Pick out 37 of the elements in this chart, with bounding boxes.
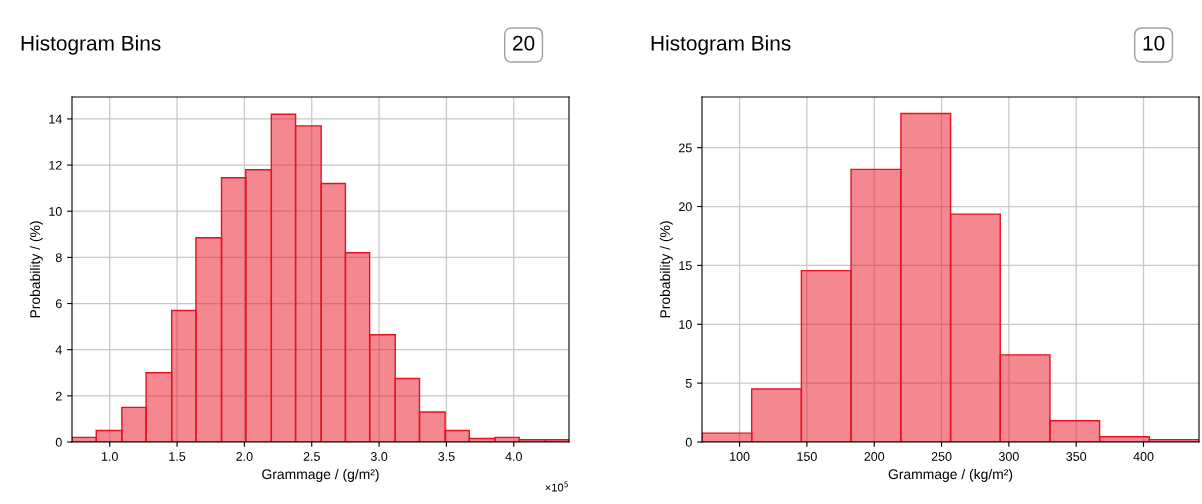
x-tick-label: 350 [1066, 452, 1087, 461]
x-tick-label: 300 [998, 452, 1019, 461]
x-tick-label: 2.0 [236, 452, 253, 461]
y-tick-label: 10 [679, 320, 692, 329]
text: ×10$^{5}$ [545, 481, 568, 492]
y-tick-label: 8 [55, 253, 62, 263]
x-tick-label: 1.0 [101, 452, 118, 461]
text: 10 [1143, 35, 1165, 51]
y-tick-label: 0 [685, 437, 692, 447]
y-tick-label: 12 [49, 160, 62, 170]
x-tick-label: 250 [931, 452, 952, 461]
y-tick-label: 14 [49, 114, 62, 124]
y-tick-label: 6 [55, 299, 62, 309]
y-axis-title: Probability / (%) [29, 221, 43, 318]
y-tick-label: 2 [55, 391, 62, 401]
y-tick-label: 15 [679, 261, 692, 271]
x-tick-label: 2.5 [303, 452, 320, 461]
x-axis-title: Grammage / (kg/m²) [888, 468, 1013, 482]
x-axis-title: Grammage / (g/m²) [262, 468, 379, 482]
y-tick-label: 4 [55, 345, 62, 355]
x-tick-label: 3.5 [438, 452, 455, 461]
x-tick-label: 100 [730, 452, 750, 461]
chart-title: Histogram Bins [651, 35, 791, 55]
y-tick-label: 25 [679, 143, 692, 153]
y-axis-title: Probability / (%) [659, 221, 673, 318]
y-tick-label: 20 [679, 202, 692, 212]
x-tick-label: 4.0 [505, 452, 522, 461]
x-tick-label: 400 [1133, 452, 1154, 461]
text: 20 [513, 35, 535, 51]
y-tick-label: 10 [49, 207, 62, 216]
y-tick-label: 0 [55, 437, 62, 447]
x-tick-label: 3.0 [370, 452, 388, 461]
y-tick-label: 5 [685, 379, 692, 388]
chart-title: Histogram Bins [21, 35, 161, 55]
x-tick-label: 1.5 [169, 452, 186, 461]
x-tick-label: 150 [797, 452, 817, 461]
x-tick-label: 200 [864, 452, 885, 461]
